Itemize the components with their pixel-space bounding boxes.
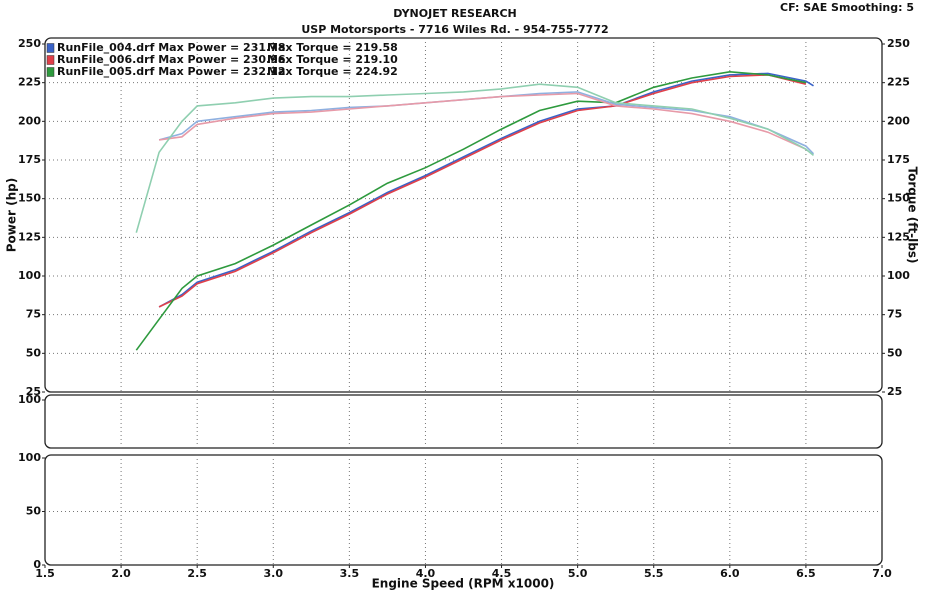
legend-torque: Max Torque = 224.92 xyxy=(267,65,398,78)
torque-line xyxy=(158,91,815,155)
x-tick-label: 4.5 xyxy=(492,567,512,580)
y-tick-label: 50 xyxy=(26,346,42,359)
torque-line xyxy=(135,83,815,233)
x-axis-label: Engine Speed (RPM x1000) xyxy=(372,577,555,591)
y2-tick-label: 175 xyxy=(887,153,910,166)
x-tick-label: 2.5 xyxy=(187,567,207,580)
x-tick-label: 5.0 xyxy=(568,567,588,580)
y2-tick-label: 225 xyxy=(887,76,910,89)
legend-swatch xyxy=(46,55,55,65)
power-line xyxy=(158,74,807,308)
panel-frame xyxy=(44,454,883,566)
panel-frame xyxy=(44,394,883,449)
y2-axis-label: Torque (ft-lbs) xyxy=(906,167,920,264)
legend-label: RunFile_004.drf Max Power = 231.78 xyxy=(57,41,286,54)
x-tick-label: 1.5 xyxy=(35,567,55,580)
y-tick-label: 25 xyxy=(26,385,41,398)
y-tick-label: 125 xyxy=(18,230,41,243)
y2-tick-label: 100 xyxy=(887,269,910,282)
y-tick-label: 250 xyxy=(18,37,41,50)
chart-title: DYNOJET RESEARCH xyxy=(393,7,516,20)
x-tick-label: 3.5 xyxy=(340,567,360,580)
y-tick-label: 100 xyxy=(18,451,41,464)
x-tick-label: 3.0 xyxy=(264,567,284,580)
legend-label: RunFile_005.drf Max Power = 232.12 xyxy=(57,65,286,78)
y-tick-label: 200 xyxy=(18,114,41,127)
chart-subtitle: USP Motorsports - 7716 Wiles Rd. - 954-7… xyxy=(301,23,608,36)
legend-swatch xyxy=(46,67,55,77)
y2-tick-label: 25 xyxy=(887,385,902,398)
y-tick-label: 100 xyxy=(18,269,41,282)
x-tick-label: 5.5 xyxy=(644,567,664,580)
settings-text: CF: SAE Smoothing: 5 xyxy=(780,1,914,14)
power-line xyxy=(158,72,814,308)
panel-frame xyxy=(44,37,883,393)
x-tick-label: 4.0 xyxy=(416,567,436,580)
x-tick-label: 6.5 xyxy=(796,567,816,580)
y-tick-label: 0 xyxy=(33,558,41,571)
y2-tick-label: 200 xyxy=(887,114,910,127)
y-tick-label: 225 xyxy=(18,76,41,89)
y2-tick-label: 50 xyxy=(887,346,903,359)
y2-tick-label: 75 xyxy=(887,308,902,321)
y2-tick-label: 250 xyxy=(887,37,910,50)
torque-line xyxy=(158,92,807,150)
y-tick-label: 175 xyxy=(18,153,41,166)
y-tick-label: 100 xyxy=(18,393,41,406)
y2-tick-label: 125 xyxy=(887,230,910,243)
y-tick-label: 75 xyxy=(26,308,41,321)
y-tick-label: 50 xyxy=(26,505,42,518)
x-tick-label: 7.0 xyxy=(872,567,892,580)
x-tick-label: 6.0 xyxy=(720,567,740,580)
legend-swatch xyxy=(46,43,55,53)
legend-label: RunFile_006.drf Max Power = 230.96 xyxy=(57,53,286,66)
y2-tick-label: 150 xyxy=(887,192,910,205)
legend-torque: Max Torque = 219.58 xyxy=(267,41,398,54)
y-tick-label: 150 xyxy=(18,192,41,205)
power-line xyxy=(135,70,807,351)
legend-torque: Max Torque = 219.10 xyxy=(267,53,398,66)
x-tick-label: 2.0 xyxy=(111,567,131,580)
y-axis-label: Power (hp) xyxy=(5,178,19,252)
